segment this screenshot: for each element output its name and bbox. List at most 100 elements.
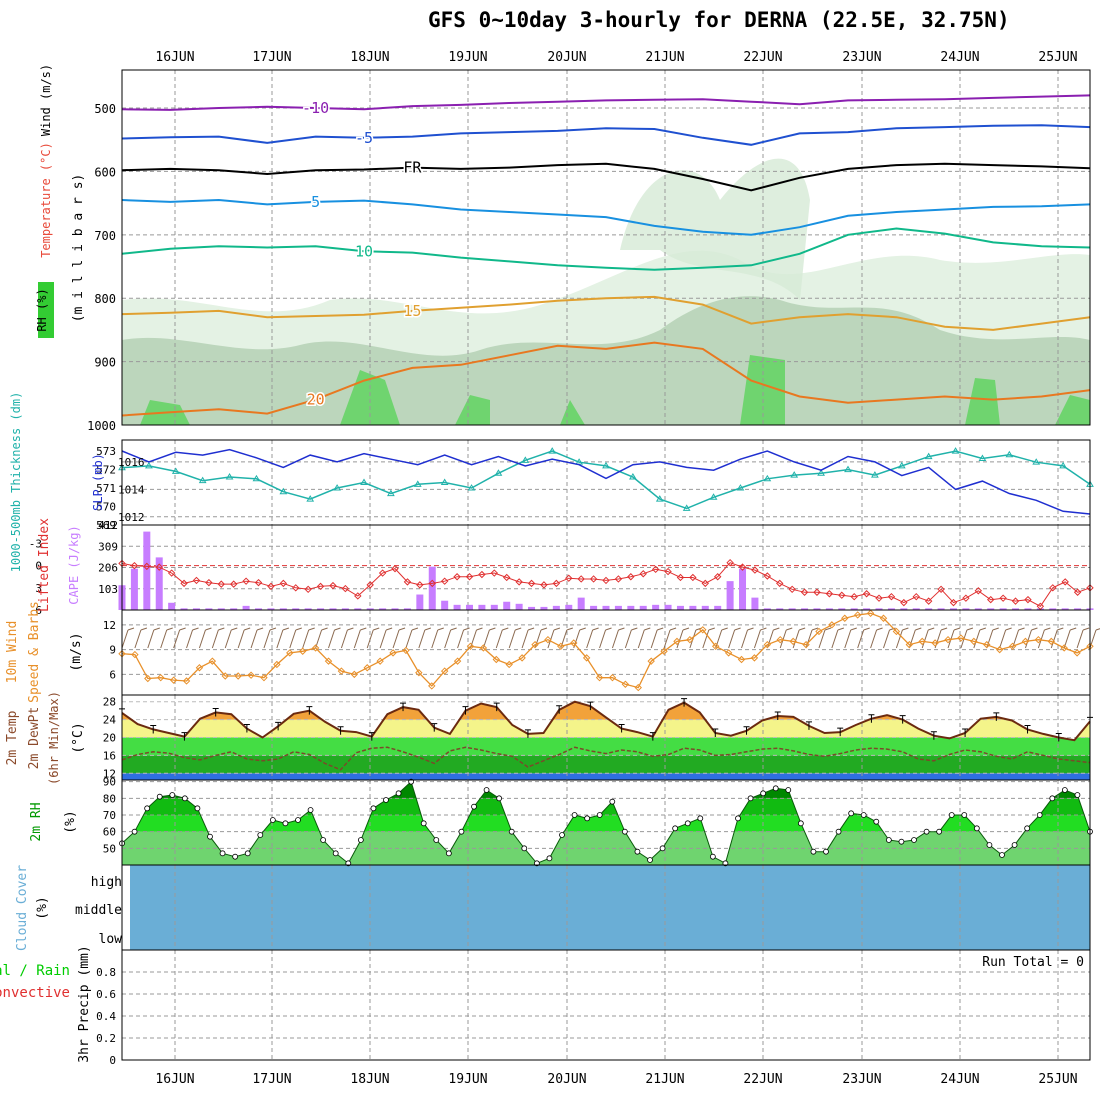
li-marker [676, 573, 685, 582]
temp2m-subtitle: (6hr Min/Max) [47, 691, 61, 785]
li-marker [1049, 584, 1057, 592]
wind-speed-marker [944, 636, 952, 644]
thickness-marker [252, 474, 261, 482]
wind-speed-marker [505, 660, 513, 669]
wind-barb [650, 627, 664, 649]
cape-bar [937, 608, 945, 610]
rh-marker [483, 787, 490, 793]
isotherm-label: 5 [311, 193, 320, 211]
temp-minmax-bar [275, 721, 282, 731]
wind-barb [134, 627, 148, 649]
li-marker [503, 573, 511, 582]
temp-tick-label: 16 [103, 749, 116, 762]
rh-shade-mid [620, 158, 810, 300]
rh-marker [445, 850, 452, 857]
li-marker [949, 598, 958, 607]
cloud-high-label: high [91, 875, 122, 890]
li-marker [242, 577, 250, 585]
wind-speed-marker [853, 611, 862, 619]
wind-barb [482, 627, 496, 649]
wind-barb [857, 627, 870, 649]
cape-bar [341, 608, 349, 610]
temp-minmax-bar [930, 731, 937, 740]
wind-barb [1063, 627, 1077, 649]
thickness-marker [951, 447, 960, 454]
temp-minmax-bar [993, 712, 1000, 721]
li-marker [1073, 588, 1082, 596]
rh-marker [709, 853, 716, 860]
rh-marker [257, 832, 264, 838]
rh-marker [634, 848, 641, 855]
cape-bar [838, 608, 846, 610]
thickness-marker [225, 472, 234, 480]
li-marker [862, 590, 871, 598]
rh-marker [269, 817, 276, 823]
wind-barb [340, 627, 354, 649]
li-marker [453, 573, 461, 581]
wind-barb [921, 627, 935, 649]
cape-bar [1049, 608, 1057, 610]
li-marker [354, 592, 362, 600]
rh2m-title: 2m RH [29, 802, 44, 841]
temp-minmax-bar [431, 723, 438, 732]
wind-speed-marker [182, 677, 191, 685]
li-marker [1011, 597, 1020, 605]
li-marker [924, 597, 933, 605]
thickness-tick-label: 569 [96, 519, 116, 532]
li-marker [527, 579, 536, 588]
wind-barb [870, 627, 883, 649]
wind-speed-marker [195, 664, 204, 672]
rh-marker [307, 807, 314, 813]
rh-marker [571, 812, 578, 818]
temp-minmax-bar [462, 706, 469, 715]
wind-speed-marker [582, 654, 591, 662]
li-marker [738, 563, 747, 571]
li-marker [701, 579, 709, 588]
wind-speed-marker [157, 673, 165, 682]
cloud-unit: (%) [35, 896, 50, 919]
temp2m-title: 2m Temp [5, 710, 20, 765]
thickness-marker [145, 461, 153, 469]
li-marker [403, 578, 412, 586]
cape-bar [776, 608, 784, 610]
li-label: Lifted Index [37, 518, 52, 612]
rh-marker [383, 797, 389, 803]
temp-minmax-bar [556, 705, 563, 714]
wind-speed-marker [724, 649, 733, 657]
cape-bar [801, 608, 809, 610]
cape-bar [230, 608, 238, 610]
thickness-marker [790, 471, 799, 478]
rh-marker [144, 805, 151, 812]
isotherm-label: 20 [307, 391, 325, 409]
date-label-bottom: 21JUN [645, 1072, 684, 1087]
isotherm-line [121, 198, 1091, 236]
rh-marker [885, 837, 892, 843]
li-marker [577, 575, 585, 583]
wind-barb [457, 627, 470, 649]
wind-barb [147, 627, 160, 649]
cape-bar [168, 602, 176, 610]
li-marker [143, 562, 151, 571]
wind-barb [160, 627, 173, 649]
rh-marker [496, 795, 503, 802]
rh-marker [1049, 795, 1056, 802]
li-marker [1061, 578, 1069, 586]
rh-marker [320, 837, 327, 843]
rh-marker [295, 817, 301, 823]
slp-tick-label: 1012 [118, 511, 145, 524]
thickness-marker [924, 452, 933, 460]
temp-minmax-bar [681, 698, 688, 707]
wind-speed-marker [970, 637, 978, 646]
wind-barb [418, 627, 432, 649]
temp-minmax-bar [368, 732, 375, 741]
thickness-marker [387, 489, 395, 497]
isotherm-label: -10 [302, 99, 329, 117]
cape-bar [900, 608, 908, 610]
wind-speed-marker [1060, 644, 1068, 652]
date-label-bottom: 23JUN [842, 1072, 881, 1087]
cape-tick-label: 412 [98, 519, 118, 532]
cape-bar [292, 608, 300, 610]
wind-barb [444, 627, 457, 649]
rh-marker [433, 837, 440, 843]
